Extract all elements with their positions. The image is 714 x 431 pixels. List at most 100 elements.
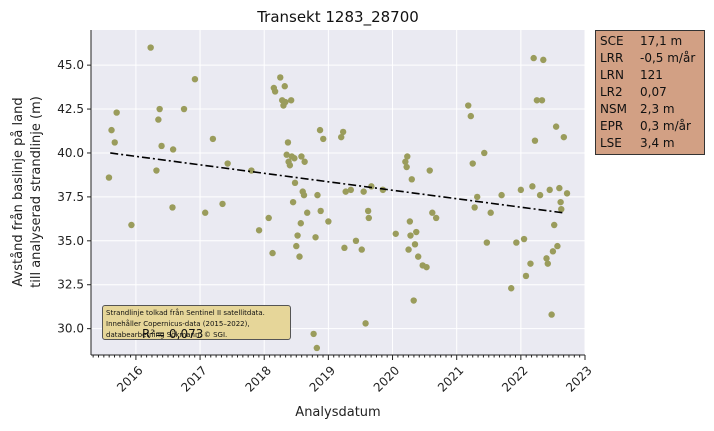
data-point bbox=[498, 191, 505, 199]
data-point bbox=[429, 209, 436, 216]
stat-row-lrr: LRR -0,5 m/år bbox=[600, 51, 696, 65]
data-point bbox=[300, 191, 308, 199]
x-tick-label: 2018 bbox=[242, 363, 273, 394]
data-point bbox=[536, 191, 544, 199]
data-point bbox=[271, 88, 279, 95]
data-point bbox=[105, 174, 113, 181]
data-point bbox=[339, 128, 347, 136]
data-point bbox=[169, 146, 177, 153]
data-point bbox=[548, 311, 555, 318]
data-point bbox=[556, 184, 563, 192]
data-point bbox=[364, 207, 372, 215]
note-line-1: Strandlinje tolkad från Sentinel II sate… bbox=[106, 309, 265, 317]
data-point bbox=[314, 191, 321, 199]
data-point bbox=[312, 234, 319, 241]
data-point bbox=[153, 167, 160, 174]
stat-row-sce: SCE 17,1 m bbox=[600, 34, 683, 48]
data-point bbox=[554, 242, 561, 250]
data-point bbox=[560, 133, 568, 141]
y-tick-label: 37.5 bbox=[57, 190, 84, 204]
trend-line bbox=[110, 152, 563, 214]
data-point bbox=[128, 221, 135, 229]
data-point bbox=[158, 142, 165, 150]
data-point bbox=[368, 183, 375, 190]
data-point bbox=[520, 235, 528, 243]
r-squared-label: R²= 0,073 bbox=[142, 327, 204, 341]
data-point bbox=[551, 221, 558, 229]
stat-row-lrn: LRN 121 bbox=[600, 68, 663, 82]
y-axis-label-line1: Avstånd från baslinje på land bbox=[11, 97, 26, 286]
data-point bbox=[269, 249, 276, 257]
data-point bbox=[522, 272, 530, 280]
y-tick-label: 35.0 bbox=[57, 234, 84, 248]
data-point bbox=[111, 139, 118, 146]
y-tick-label: 45.0 bbox=[57, 58, 84, 72]
data-point bbox=[538, 97, 546, 104]
data-point bbox=[563, 190, 571, 197]
data-point bbox=[277, 74, 284, 81]
data-point bbox=[296, 253, 303, 260]
x-tick-label: 2019 bbox=[307, 363, 338, 394]
data-point bbox=[293, 242, 300, 250]
data-point bbox=[304, 209, 311, 216]
data-point bbox=[282, 98, 289, 106]
x-tick-label: 2021 bbox=[435, 363, 466, 394]
stat-row-epr: EPR 0,3 m/år bbox=[600, 119, 691, 133]
data-point bbox=[403, 163, 410, 171]
y-tick-label: 32.5 bbox=[57, 278, 84, 292]
data-point bbox=[180, 105, 188, 113]
data-point bbox=[362, 320, 369, 327]
data-point bbox=[481, 149, 488, 157]
stat-row-nsm: NSM 2,3 m bbox=[600, 102, 675, 116]
data-point bbox=[219, 200, 226, 208]
data-point bbox=[474, 193, 481, 201]
data-point bbox=[301, 158, 308, 165]
data-point bbox=[546, 186, 553, 194]
data-point bbox=[113, 109, 120, 116]
data-point bbox=[283, 151, 290, 158]
data-point bbox=[540, 56, 547, 64]
data-point bbox=[209, 135, 217, 143]
data-point bbox=[471, 204, 478, 211]
data-point bbox=[530, 54, 537, 62]
data-point bbox=[531, 137, 539, 144]
data-point bbox=[557, 198, 564, 206]
x-tick-label: 2023 bbox=[563, 363, 594, 394]
x-axis-label: Analysdatum bbox=[295, 405, 380, 420]
data-point bbox=[341, 244, 348, 252]
data-point bbox=[286, 162, 294, 169]
stat-row-lr2: LR2 0,07 bbox=[600, 85, 667, 99]
data-point bbox=[549, 248, 557, 255]
data-point bbox=[414, 253, 422, 260]
data-point bbox=[487, 209, 494, 216]
data-point bbox=[544, 260, 551, 267]
data-point bbox=[284, 139, 292, 146]
data-point bbox=[432, 214, 440, 222]
data-point bbox=[342, 188, 349, 195]
data-point bbox=[294, 232, 301, 239]
data-point bbox=[265, 214, 272, 222]
data-point bbox=[291, 179, 299, 187]
data-point bbox=[406, 218, 414, 225]
data-point bbox=[310, 330, 317, 338]
data-point bbox=[543, 255, 550, 262]
data-points bbox=[105, 44, 571, 352]
data-point bbox=[408, 176, 415, 183]
data-point bbox=[108, 126, 115, 134]
y-tick-label: 30.0 bbox=[57, 322, 84, 336]
source-note: Strandlinje tolkad från Sentinel II sate… bbox=[102, 305, 291, 340]
note-line-3: databearbetning Sökmann. © SGI. bbox=[106, 331, 228, 339]
data-point bbox=[156, 105, 163, 113]
data-point bbox=[365, 214, 372, 222]
note-line-2: Innehåller Copernicus-data (2015–2022), bbox=[106, 320, 250, 328]
y-axis-label-line2: till analyserad strandlinje (m) bbox=[29, 96, 44, 288]
data-point bbox=[469, 160, 476, 167]
data-point bbox=[529, 183, 536, 190]
data-point bbox=[289, 198, 297, 206]
data-point bbox=[360, 188, 367, 195]
x-tick-label: 2022 bbox=[499, 363, 530, 394]
data-point bbox=[320, 135, 327, 143]
data-point bbox=[298, 153, 305, 160]
x-tick-label: 2020 bbox=[371, 363, 402, 394]
grid-lines bbox=[91, 30, 586, 355]
